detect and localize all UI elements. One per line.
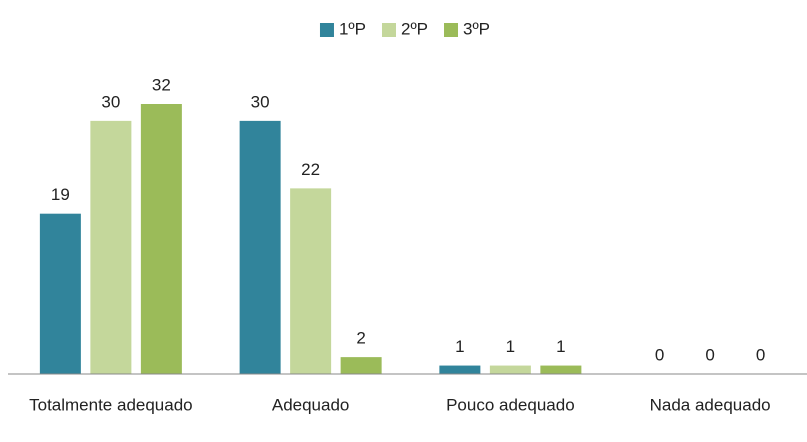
data-label: 32: [152, 75, 171, 94]
data-label: 1: [506, 337, 515, 356]
legend-swatch: [319, 23, 334, 37]
x-tick-label: Pouco adequado: [446, 395, 575, 414]
data-label: 0: [756, 345, 765, 364]
data-label: 19: [51, 185, 70, 204]
legend-swatch: [444, 23, 459, 37]
data-label: 0: [705, 345, 714, 364]
x-tick-label: Adequado: [272, 395, 350, 414]
x-tick-label: Totalmente adequado: [29, 395, 193, 414]
bar: [140, 104, 182, 374]
data-label: 0: [655, 345, 664, 364]
bar: [540, 365, 582, 374]
data-label: 30: [101, 92, 120, 111]
data-label: 22: [301, 160, 320, 179]
legend-item: 1ºP: [319, 19, 366, 38]
legend-swatch: [381, 23, 396, 37]
legend: 1ºP 2ºP 3ºP: [319, 19, 490, 38]
bar: [39, 213, 81, 374]
data-label: 30: [251, 92, 270, 111]
legend-item: 3ºP: [444, 19, 490, 38]
data-label: 1: [455, 337, 464, 356]
bar: [239, 120, 281, 374]
data-label: 2: [356, 329, 365, 348]
data-label: 1: [556, 337, 565, 356]
legend-label: 1ºP: [339, 19, 366, 38]
bar: [340, 357, 382, 374]
bar: [489, 365, 531, 374]
bar: [90, 120, 132, 374]
legend-label: 2ºP: [401, 19, 428, 38]
x-tick-label: Nada adequado: [650, 395, 771, 414]
bar: [439, 365, 481, 374]
legend-item: 2ºP: [381, 19, 428, 38]
bar: [290, 188, 332, 374]
legend-label: 3ºP: [463, 19, 490, 38]
